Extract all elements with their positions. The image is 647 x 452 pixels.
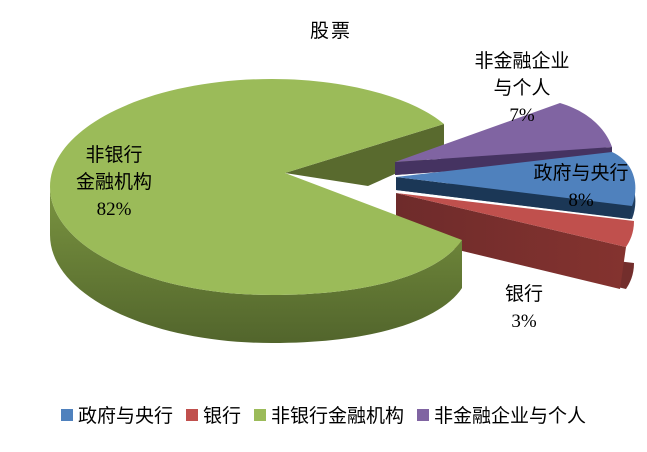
legend-item-bank: 银行 [185, 401, 241, 428]
legend-swatch-bank-icon [185, 408, 198, 421]
label-government-percent: 8% [568, 190, 594, 211]
legend-swatch-nonbank-icon [254, 408, 266, 421]
slice-nonfinancial-top [395, 103, 612, 162]
slice-nonbank-notch-wall [285, 124, 444, 186]
legend-swatch-government-icon [60, 408, 73, 421]
label-nonfinancial-line2: 与个人 [493, 78, 551, 99]
legend-label-nonbank: 非银行金融机构 [271, 406, 405, 427]
legend: 政府与央行 银行 非银行金融机构 非金融企业与个人 [0, 401, 647, 428]
legend-label-government: 政府与央行 [77, 406, 173, 427]
label-nonbank-line2: 金融机构 [75, 172, 153, 193]
chart-title: 股票 [309, 21, 353, 42]
slice-government-top [396, 152, 636, 206]
slice-bank-cut-face [396, 193, 626, 289]
legend-swatch-nonfinancial-icon [417, 408, 430, 421]
label-nonfinancial: 非金融企业 与个人 7% [474, 48, 569, 129]
legend-label-nonfinancial: 非金融企业与个人 [434, 406, 587, 427]
slice-nonfinancial-cut-face [395, 147, 612, 175]
legend-item-nonfinancial: 非金融企业与个人 [417, 401, 586, 428]
label-bank-percent: 3% [511, 311, 537, 332]
label-government: 政府与央行 8% [533, 160, 628, 214]
slice-nonbank-side [50, 187, 462, 343]
label-nonbank: 非银行 金融机构 82% [76, 142, 152, 223]
label-nonfinancial-percent: 7% [509, 105, 535, 126]
label-bank-line1: 银行 [504, 284, 544, 305]
slice-nonbank-top [50, 79, 462, 295]
legend-item-government: 政府与央行 [60, 401, 173, 428]
legend-item-nonbank: 非银行金融机构 [254, 401, 404, 428]
label-nonbank-line1: 非银行 [85, 145, 143, 166]
label-government-line1: 政府与央行 [533, 163, 629, 184]
label-nonfinancial-line1: 非金融企业 [474, 51, 570, 72]
slice-government-cut-face [396, 177, 632, 219]
label-nonbank-percent: 82% [96, 199, 132, 220]
slice-bank-top [396, 193, 634, 247]
legend-label-bank: 银行 [202, 406, 241, 427]
label-bank: 银行 3% [505, 281, 543, 335]
